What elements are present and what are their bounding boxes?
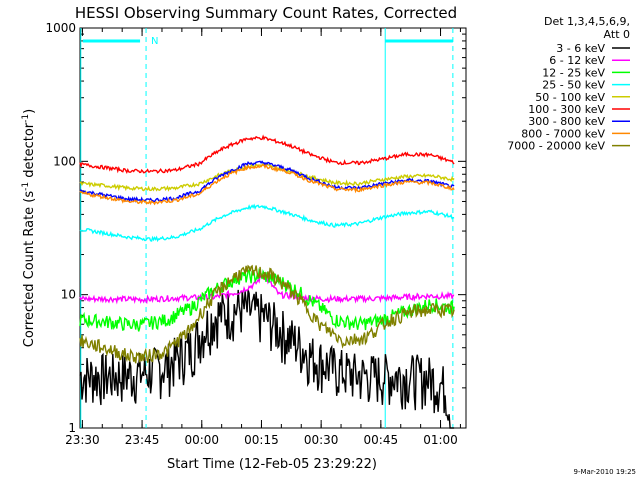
x-tick-label: 00:45 [364, 433, 399, 447]
y-tick-label: 10 [61, 288, 76, 302]
legend-label-7: 300 - 800 keV [528, 115, 605, 128]
x-tick-label: 00:15 [244, 433, 279, 447]
legend-label-4: 25 - 50 keV [542, 79, 605, 92]
y-tick-label: 100 [53, 154, 76, 168]
y-tick-label: 1000 [45, 21, 76, 35]
x-tick-label: 23:45 [125, 433, 160, 447]
legend-label-3: 12 - 25 keV [542, 66, 605, 79]
x-tick-label: 23:30 [65, 433, 100, 447]
plot-frame [79, 27, 467, 429]
series-line-8 [79, 163, 455, 206]
legend-label-6: 100 - 300 keV [528, 103, 605, 116]
legend-label-1: 3 - 6 keV [556, 42, 605, 55]
series-line-9 [79, 264, 455, 364]
y-tick-label: 1 [68, 421, 76, 435]
legend-label-5: 50 - 100 keV [535, 91, 605, 104]
y-axis-label: Corrected Count Rate (s-1 detector-1) [21, 109, 37, 347]
series-line-1 [79, 289, 455, 429]
series-line-4 [79, 203, 455, 243]
x-tick-label: 00:00 [184, 433, 219, 447]
legend-label-8: 800 - 7000 keV [521, 127, 605, 140]
plot-area: 23:30 23:45 00:00 00:15 00:30 00:45 01:00 1 10 10… [45, 21, 467, 447]
x-tick-label: 00:30 [304, 433, 339, 447]
legend-label-9: 7000 - 20000 keV [507, 140, 605, 153]
footer-date: 9-Mar-2010 19:25 [574, 468, 636, 476]
legend-title-2: Att 0 [604, 28, 630, 41]
x-axis-label: Start Time (12-Feb-05 23:29:22) [167, 457, 377, 472]
night-marker-label: N [151, 36, 158, 47]
series-line-2 [79, 273, 455, 305]
legend-title-1: Det 1,3,4,5,6,9, [544, 15, 630, 28]
series-line-6 [79, 134, 455, 174]
chart-title: HESSI Observing Summary Count Rates, Cor… [75, 4, 457, 22]
x-tick-label: 01:00 [423, 433, 458, 447]
legend-label-2: 6 - 12 keV [549, 54, 605, 67]
